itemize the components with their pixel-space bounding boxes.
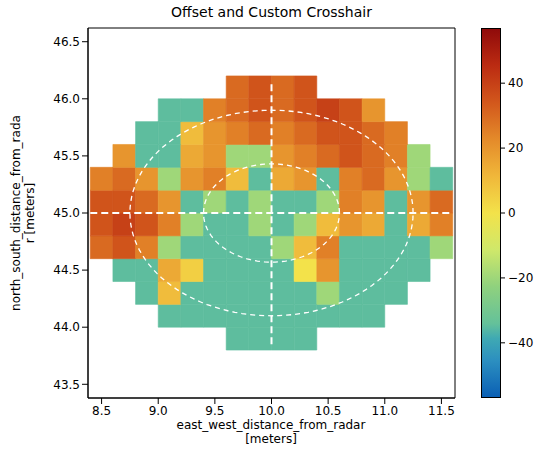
svg-text:−20: −20 bbox=[508, 271, 533, 285]
svg-text:10.5: 10.5 bbox=[315, 404, 342, 418]
html-text:[meters]: [meters] bbox=[245, 432, 297, 446]
svg-text:44.5: 44.5 bbox=[53, 263, 80, 277]
svg-text:11.0: 11.0 bbox=[371, 404, 398, 418]
svg-text:46.5: 46.5 bbox=[53, 35, 80, 49]
html-text:north_south_distance_from_rada: north_south_distance_from_rada bbox=[9, 115, 23, 311]
svg-text:−40: −40 bbox=[508, 336, 533, 350]
svg-text:45.5: 45.5 bbox=[53, 149, 80, 163]
svg-text:43.5: 43.5 bbox=[53, 378, 80, 392]
svg-text:9.5: 9.5 bbox=[205, 404, 224, 418]
html-text:Offset and Custom Crosshair: Offset and Custom Crosshair bbox=[171, 4, 372, 20]
svg-text:45.0: 45.0 bbox=[53, 206, 80, 220]
html-text:r [meters]: r [meters] bbox=[23, 182, 37, 244]
svg-text:40: 40 bbox=[508, 76, 523, 90]
svg-text:44.0: 44.0 bbox=[53, 320, 80, 334]
svg-text:20: 20 bbox=[508, 141, 523, 155]
svg-text:0: 0 bbox=[508, 206, 516, 220]
svg-text:11.5: 11.5 bbox=[428, 404, 455, 418]
svg-text:9.0: 9.0 bbox=[149, 404, 168, 418]
svg-text:10.0: 10.0 bbox=[258, 404, 285, 418]
svg-text:8.5: 8.5 bbox=[92, 404, 111, 418]
html-text:east_west_distance_from_radar: east_west_distance_from_radar bbox=[176, 418, 366, 432]
svg-text:46.0: 46.0 bbox=[53, 92, 80, 106]
